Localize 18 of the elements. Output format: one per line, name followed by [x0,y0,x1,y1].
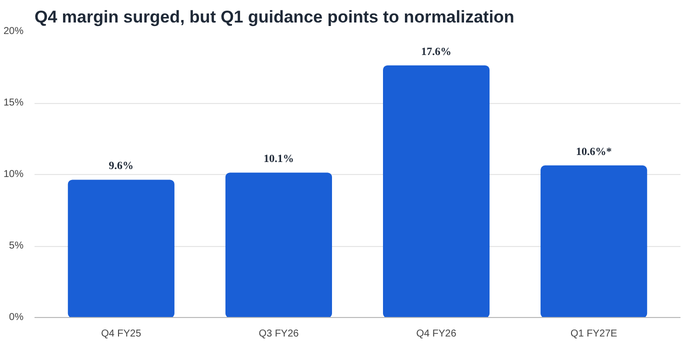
x-tick-label: Q4 FY26 [416,328,457,340]
x-tick-label: Q1 FY27E [570,328,618,340]
bar [540,165,648,318]
x-tick-label: Q3 FY26 [258,328,300,340]
bar [225,172,332,318]
y-tick-label: 10% [3,169,24,180]
y-tick-label: 15% [3,98,24,108]
data-label: 9.6% [108,160,134,172]
y-tick-label: 0% [9,312,24,323]
chart-title: Q4 margin surged, but Q1 guidance points to normalization [34,8,514,26]
data-label: 10.1% [264,153,294,166]
x-tick-label: Q4 FY25 [101,328,142,340]
data-label: 10.6%* [576,146,612,158]
bar [68,180,174,318]
y-tick-label: 20% [3,26,24,37]
data-label: 17.6% [421,46,452,58]
y-tick-label: 5% [9,240,24,252]
bar [383,65,490,318]
